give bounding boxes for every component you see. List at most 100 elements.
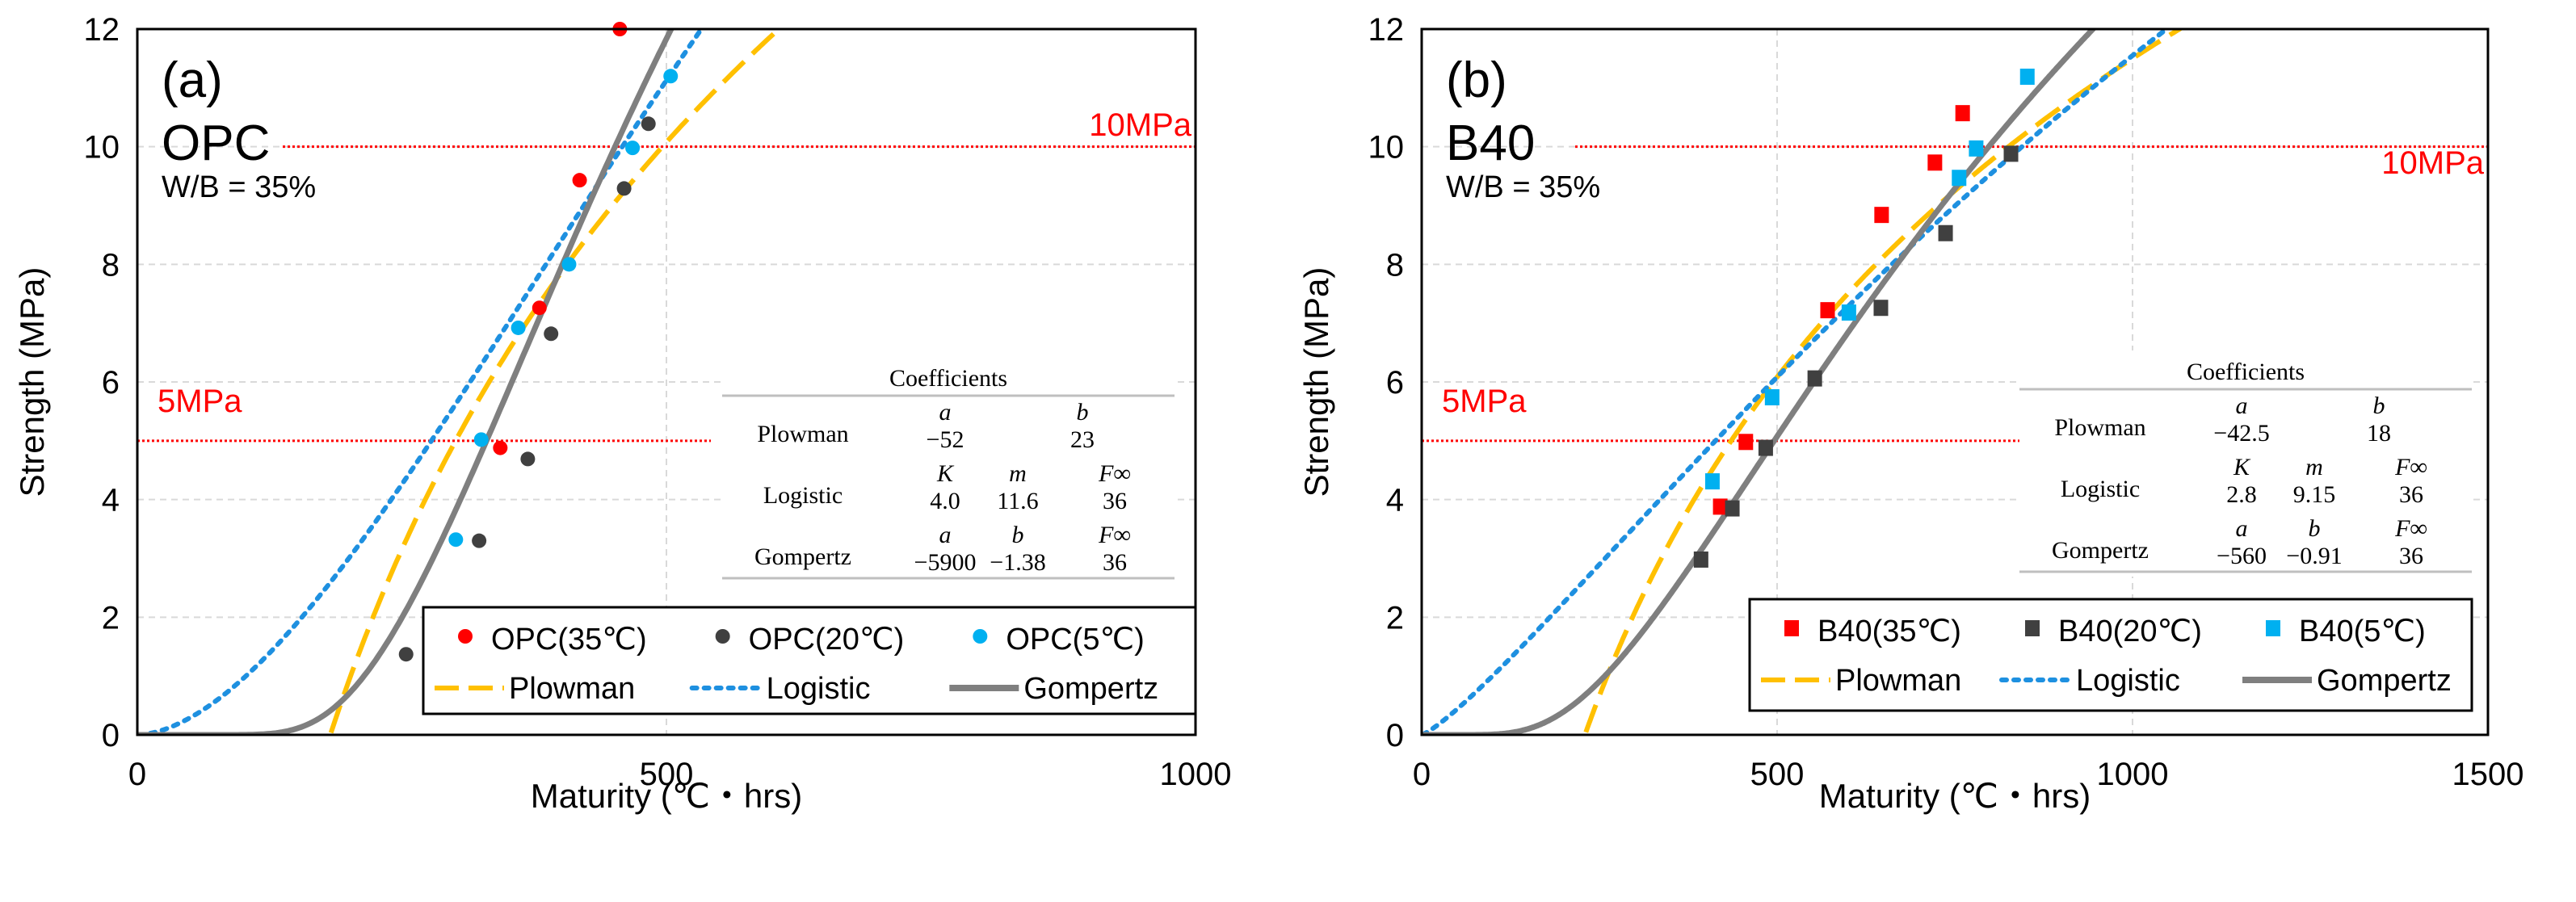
legend-marker	[715, 629, 730, 644]
reference-label-5mpa: 5MPa	[1442, 384, 1527, 419]
curve-logistic	[1422, 29, 2171, 735]
y-tick-label: 4	[1386, 483, 1404, 518]
series-1	[1693, 145, 2019, 568]
data-point	[1738, 434, 1754, 451]
table-param-header: b	[2373, 392, 2385, 419]
series-2	[1704, 68, 2035, 490]
data-point	[398, 647, 414, 662]
table-param-value: 2.8	[2226, 481, 2257, 508]
table-param-value: 36	[2399, 543, 2423, 569]
data-point	[1725, 500, 1740, 517]
y-tick-label: 10	[1368, 130, 1405, 166]
coefficients-table: Coefficients Plowman a b −52 23 Logistic K m F∞ 4.…	[722, 357, 1175, 583]
data-point	[561, 257, 577, 272]
data-point	[1841, 304, 1856, 321]
data-point	[641, 116, 656, 132]
y-tick-label: 0	[102, 718, 120, 753]
y-axis-label: Strength (MPa)	[13, 267, 51, 497]
table-param-value: −1.38	[990, 549, 1045, 576]
table-param-header: b	[2309, 515, 2321, 542]
data-point	[1704, 473, 1720, 490]
data-point	[2003, 145, 2019, 162]
y-tick-label: 2	[1386, 600, 1404, 636]
curve-gompertz	[138, 29, 674, 735]
panel-title: OPC	[162, 115, 270, 171]
data-point	[572, 173, 587, 188]
panel-title: B40	[1446, 115, 1535, 171]
panel-opc: 10MPa 5MPa Coefficients Plowman a b −52 23 Logis…	[13, 12, 1232, 815]
table-model-gompertz: Gompertz	[754, 543, 851, 570]
y-tick-label: 12	[1368, 12, 1405, 48]
legend-label: Gompertz	[2317, 664, 2452, 698]
x-tick-label: 0	[128, 757, 146, 792]
legend-marker	[458, 629, 473, 644]
table-model-plowman: Plowman	[2054, 414, 2145, 441]
legend-label: Logistic	[767, 672, 871, 706]
table-param-header: b	[1077, 399, 1089, 426]
y-tick-label: 0	[1386, 718, 1404, 753]
data-point	[1758, 439, 1773, 456]
table-model-gompertz: Gompertz	[2052, 537, 2149, 564]
data-point	[532, 300, 547, 316]
data-point	[625, 141, 641, 156]
table-param-header: m	[2305, 454, 2323, 480]
table-model-logistic: Logistic	[763, 482, 843, 509]
table-param-header: a	[2236, 515, 2248, 542]
legend-label: B40(5℃)	[2299, 615, 2426, 648]
legend-label: Logistic	[2076, 664, 2180, 698]
data-point	[473, 432, 489, 447]
data-point	[1938, 224, 1953, 241]
table-param-value: 36	[1103, 488, 1127, 514]
legend-marker	[1784, 620, 1799, 636]
reference-label-10mpa: 10MPa	[1089, 107, 1191, 143]
table-param-value: −0.91	[2286, 543, 2342, 569]
table-param-header: m	[1009, 460, 1027, 487]
table-param-header: F∞	[1098, 522, 1131, 548]
table-param-value: 36	[2399, 481, 2423, 508]
series-2	[448, 69, 679, 547]
coefficients-table: Coefficients Plowman a b −42.5 18 Logistic K m F∞…	[2019, 350, 2472, 577]
table-param-value: −5900	[914, 549, 977, 576]
legend-label: OPC(5℃)	[1006, 623, 1144, 657]
legend-label: Plowman	[1835, 664, 1961, 698]
legend-label: OPC(35℃)	[491, 623, 647, 657]
legend-marker	[2025, 620, 2040, 636]
panel-subtitle: W/B = 35%	[162, 170, 316, 204]
legend-label: B40(20℃)	[2058, 615, 2202, 648]
x-tick-label: 1000	[1160, 757, 1232, 792]
table-param-value: 23	[1070, 426, 1095, 453]
table-param-header: F∞	[1098, 460, 1131, 487]
data-point	[448, 532, 464, 547]
legend-label: Plowman	[509, 672, 635, 706]
data-point	[493, 440, 508, 455]
data-point	[1693, 551, 1708, 568]
data-point	[616, 181, 632, 196]
legend-label: OPC(20℃)	[749, 623, 905, 657]
x-tick-label: 1000	[2097, 757, 2169, 792]
table-param-header: a	[939, 522, 952, 548]
panel-label: (a)	[162, 52, 223, 108]
x-tick-label: 0	[1413, 757, 1431, 792]
table-param-value: 36	[1103, 549, 1127, 576]
plot-frame	[136, 27, 1197, 736]
y-tick-label: 6	[102, 365, 120, 401]
data-point	[663, 69, 679, 84]
table-title: Coefficients	[889, 365, 1007, 392]
panel-subtitle: W/B = 35%	[1446, 170, 1600, 204]
curve-logistic	[137, 29, 704, 735]
x-axis-label: Maturity (℃・hrs)	[531, 777, 803, 815]
data-point	[1712, 498, 1728, 515]
y-axis-label: Strength (MPa)	[1297, 267, 1335, 497]
table-param-header: F∞	[2394, 515, 2427, 542]
y-tick-label: 10	[84, 130, 120, 166]
panel-b40: 10MPa 5MPa Coefficients Plowman a b −42.5 18 Log…	[1297, 12, 2523, 815]
data-point	[1764, 388, 1780, 405]
data-point	[472, 533, 487, 548]
table-model-plowman: Plowman	[757, 421, 848, 447]
y-tick-label: 12	[84, 12, 120, 48]
table-param-value: 9.15	[2293, 481, 2336, 508]
table-param-header: b	[1012, 522, 1024, 548]
table-param-value: −42.5	[2213, 420, 2269, 447]
legend: B40(35℃) B40(20℃) B40(5℃) Plowman Logistic Go…	[1748, 598, 2473, 712]
data-point	[1874, 207, 1889, 224]
